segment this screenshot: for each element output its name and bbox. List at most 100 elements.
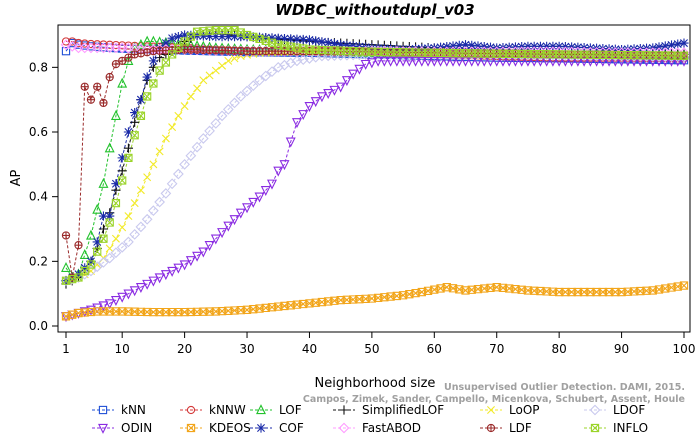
data-point-LDOF [110,247,122,259]
series-markers-ODIN [61,56,689,323]
legend-marker [487,406,495,414]
data-point-LDOF [285,57,297,69]
data-point-LDOF [141,213,153,225]
data-point-ODIN [329,85,340,96]
data-point-kNNW [93,40,102,49]
data-point-ODIN [341,76,352,87]
data-point-ODIN [192,251,203,262]
data-point-SimplifiedLOF [130,117,140,127]
data-point-INFLO [130,131,139,140]
data-point-ODIN [285,137,296,148]
data-point-LDOF [154,196,166,208]
data-point-COF [92,237,102,247]
data-point-LDOF [172,168,184,180]
data-point-LDOF [247,80,259,92]
data-point-COF [317,37,327,47]
data-point-ODIN [179,260,190,271]
data-point-COF [111,179,121,189]
data-point-INFLO [679,51,689,60]
data-point-LDF [74,241,83,250]
x-axis: 1 10 20 30 40 50 60 70 80 90 100 [62,332,695,356]
data-point-kNNW [68,37,77,46]
data-point-ODIN [135,283,146,294]
data-point-LOF [61,261,71,272]
data-point-COF [186,30,196,40]
data-point-ODIN [260,186,271,197]
data-point-COF [454,40,464,50]
data-point-LoOP [224,56,233,65]
data-point-LDOF [291,55,303,67]
data-point-ODIN [129,286,140,297]
data-point-COF [292,34,302,44]
data-point-LOF [110,110,121,120]
data-point-COF [679,38,689,48]
data-point-ODIN [235,208,246,219]
data-point-LDOF [197,133,209,144]
legend-label: LOF [279,403,302,417]
data-point-COF [604,44,614,54]
credit-line-1: Unsupervised Outlier Detection. DAMI, 20… [444,382,685,393]
data-point-COF [242,32,252,42]
legend-label: kNNW [209,403,246,417]
x-tick-label: 10 [115,342,130,356]
data-point-COF [554,41,564,51]
data-point-COF [654,42,664,52]
data-point-ODIN [279,160,290,171]
y-tick-label: 0.0 [29,319,48,333]
data-point-COF [123,127,134,137]
data-point-INFLO [118,176,127,185]
data-point-ODIN [117,292,128,303]
data-point-ODIN [348,69,359,80]
data-point-LDOF [222,103,234,115]
data-point-COF [467,40,477,50]
data-point-LOF [92,203,103,214]
x-tick-label: 30 [239,342,254,356]
legend-item-COF: COF [250,421,304,434]
data-point-kNNW [74,38,83,48]
data-point-INFLO [124,153,133,163]
data-point-kNNW [105,40,114,49]
legend-item-KDEOS: KDEOS [180,421,251,434]
data-point-LoOP [118,223,127,232]
data-point-COF [267,33,277,43]
data-point-LDOF [179,158,190,170]
data-point-COF [211,32,221,42]
data-point-ODIN [354,64,365,75]
data-point-LDOF [310,51,322,63]
data-point-ODIN [366,58,377,69]
y-tick-label: 0.6 [29,125,48,139]
y-tick-label: 0.4 [29,190,48,204]
x-tick-label: 50 [364,342,379,356]
data-point-COF [217,32,227,42]
data-point-LDOF [166,178,178,190]
legend-label: ODIN [121,421,152,434]
legend-item-INFLO: INFLO [584,421,648,434]
legend-marker [186,405,196,415]
data-point-LoOP [230,54,239,63]
data-point-LDOF [135,221,147,233]
data-point-ODIN [416,56,427,67]
data-point-COF [548,41,558,51]
legend-label: LDF [509,421,532,434]
data-point-COF [666,40,677,50]
data-point-LDOF [116,241,128,253]
data-point-COF [329,39,340,49]
data-point-ODIN [441,56,452,67]
data-point-ODIN [198,247,209,258]
legend-label: FastABOD [362,421,421,434]
series-line-LDOF [65,53,685,282]
data-point-ODIN [391,56,402,67]
x-tick-label: 20 [177,342,192,356]
data-point-ODIN [373,56,384,67]
data-point-ODIN [173,263,184,274]
data-point-COF [623,44,633,54]
legend-item-LDF: LDF [480,421,532,434]
data-point-ODIN [98,301,109,312]
data-point-LoOP [205,71,214,80]
data-point-LoOP [168,123,177,132]
data-point-ODIN [104,299,115,310]
data-point-ODIN [223,221,234,232]
x-tick-label: 80 [552,342,567,356]
legend-item-FastABOD: FastABOD [333,421,421,434]
data-point-ODIN [310,97,321,108]
